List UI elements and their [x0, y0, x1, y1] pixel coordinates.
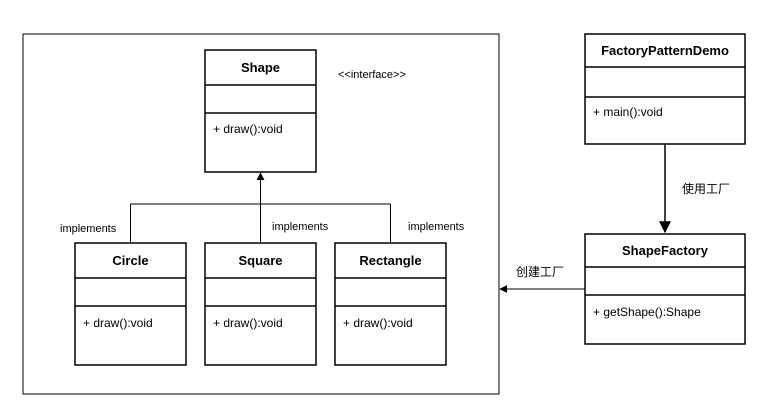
class-factory-pattern-demo[interactable]: FactoryPatternDemo + main():void	[584, 33, 746, 145]
class-demo-name: FactoryPatternDemo	[601, 43, 729, 58]
implements-label-rectangle: implements	[408, 221, 465, 233]
class-circle[interactable]: Circle + draw():void	[74, 242, 187, 366]
class-square-name: Square	[238, 253, 282, 268]
implements-connectors	[130, 172, 391, 243]
class-circle-method: + draw():void	[83, 316, 153, 330]
class-circle-name: Circle	[112, 253, 148, 268]
class-shape-factory[interactable]: ShapeFactory + getShape():Shape	[584, 233, 746, 345]
class-rectangle-method: + draw():void	[343, 316, 413, 330]
class-shape-name: Shape	[241, 60, 280, 75]
class-shape-method: + draw():void	[213, 122, 283, 136]
creates-label: 创建工厂	[516, 265, 564, 279]
implements-label-circle: implements	[60, 223, 117, 235]
class-shape[interactable]: Shape + draw():void	[204, 49, 317, 173]
interface-stereotype-label: <<interface>>	[338, 69, 406, 81]
class-factory-name: ShapeFactory	[622, 243, 709, 258]
class-rectangle[interactable]: Rectangle + draw():void	[334, 242, 447, 366]
class-square-method: + draw():void	[213, 316, 283, 330]
implements-label-square: implements	[272, 221, 329, 233]
class-square[interactable]: Square + draw():void	[204, 242, 317, 366]
class-factory-method: + getShape():Shape	[593, 305, 701, 319]
class-demo-method: + main():void	[593, 105, 663, 119]
class-rectangle-name: Rectangle	[359, 253, 421, 268]
uses-factory-label: 使用工厂	[682, 181, 730, 196]
